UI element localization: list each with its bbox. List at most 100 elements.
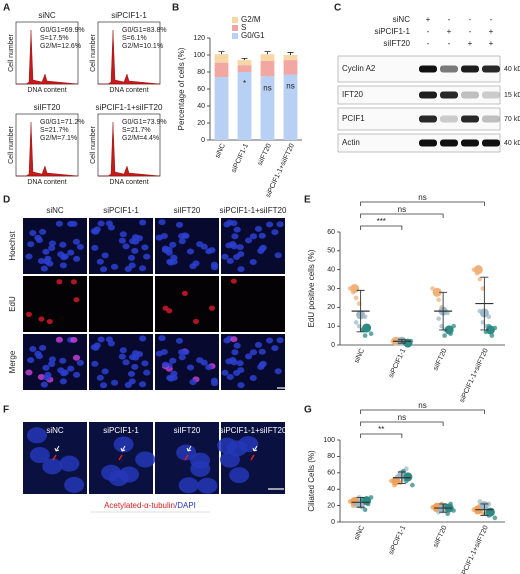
stat: G2/M=10.1% <box>122 43 163 50</box>
nucleus <box>96 374 104 381</box>
nucleus <box>91 244 99 251</box>
stat: G0/G1=69.9% <box>40 27 85 34</box>
bar-segment <box>214 77 229 140</box>
cilium <box>250 454 255 461</box>
y-label: EdU positive cells (%) <box>307 249 316 327</box>
nucleus <box>226 257 234 264</box>
nucleus <box>211 264 219 271</box>
x-label: DNA content <box>27 179 66 186</box>
nucleus <box>70 279 77 285</box>
nucleus <box>265 221 274 228</box>
nucleus <box>178 238 186 245</box>
condition-label: siIFT20 <box>383 39 410 48</box>
nucleus <box>105 220 113 227</box>
arrow <box>54 445 60 452</box>
x-tick-label: siIFT20 <box>257 143 273 167</box>
nucleus <box>29 229 37 236</box>
nucleus <box>40 381 48 388</box>
nucleus <box>257 247 265 254</box>
nucleus <box>178 233 186 240</box>
x-label: DNA content <box>109 87 148 94</box>
sign: + <box>468 39 473 48</box>
nucleus <box>276 337 284 344</box>
panel-letter: B <box>172 3 179 14</box>
nucleus <box>249 349 258 356</box>
nucleus <box>48 356 56 363</box>
nucleus <box>122 243 130 250</box>
nucleus <box>160 348 168 355</box>
bar-segment <box>214 62 229 78</box>
nucleus <box>226 373 234 380</box>
bar-segment <box>260 54 275 61</box>
nucleus <box>46 318 53 325</box>
nucleus <box>42 364 50 371</box>
y-tick-label: 40 <box>197 103 205 110</box>
y-tick-label: 60 <box>197 86 205 93</box>
nucleus <box>27 241 35 248</box>
column-label: siNC <box>46 206 64 215</box>
nucleus <box>178 349 186 356</box>
y-label: Cell number <box>8 125 15 163</box>
bar-segment <box>237 60 252 66</box>
error-bar <box>241 58 248 61</box>
y-label: Ciliated Cells (%) <box>307 450 316 512</box>
nucleus <box>158 335 166 342</box>
sign: - <box>427 39 430 48</box>
band <box>461 139 479 147</box>
nucleus <box>99 382 108 389</box>
nucleus <box>61 369 69 376</box>
protein-label: Actin <box>342 138 360 147</box>
nucleus <box>160 232 168 239</box>
nucleus <box>76 243 84 250</box>
micrograph <box>155 276 219 332</box>
bar-label: ns <box>286 82 294 91</box>
nucleus <box>119 231 127 238</box>
histogram <box>16 29 79 85</box>
x-tick-label: siPCIF1-1 <box>388 525 408 556</box>
legend-label: G0/G1 <box>241 31 265 40</box>
marker-label: 15 kDa <box>504 92 520 99</box>
nucleus <box>101 252 109 259</box>
x-tick-label: siIFT20 <box>432 525 448 549</box>
band <box>482 139 500 147</box>
nucleus <box>25 253 33 260</box>
nucleus <box>42 248 50 255</box>
band <box>461 91 479 99</box>
sign: - <box>490 15 493 24</box>
nucleus <box>258 232 266 239</box>
band <box>440 115 458 123</box>
nucleus <box>97 220 105 227</box>
replicate-mean <box>362 496 372 506</box>
point <box>368 331 374 337</box>
point <box>353 295 359 301</box>
y-tick-label: 20 <box>197 120 205 127</box>
band <box>482 65 500 73</box>
annotation: *** <box>377 217 386 226</box>
nucleus <box>101 368 109 375</box>
nucleus <box>190 452 211 469</box>
nucleus <box>178 354 186 361</box>
marker-label: 70 kDa <box>504 116 520 123</box>
band <box>419 91 437 99</box>
nucleus <box>232 253 241 260</box>
nucleus <box>29 345 37 352</box>
nucleus <box>128 262 136 269</box>
nucleus <box>67 249 75 256</box>
band <box>419 139 437 147</box>
sign: - <box>469 15 472 24</box>
x-tick-label: siNC <box>353 348 366 365</box>
plot-title: siNC <box>38 11 56 20</box>
bar-segment <box>260 76 275 140</box>
cilium <box>118 454 123 461</box>
x-tick-label: siPCIF1-1 <box>388 348 408 379</box>
band <box>461 65 479 73</box>
nucleus <box>167 259 175 266</box>
replicate-mean <box>485 325 495 335</box>
nucleus <box>249 233 258 240</box>
nucleus <box>230 220 238 227</box>
error-bar <box>218 51 225 55</box>
nucleus <box>76 359 84 366</box>
x-tick-label: siNC <box>353 525 366 542</box>
nucleus <box>25 369 33 376</box>
